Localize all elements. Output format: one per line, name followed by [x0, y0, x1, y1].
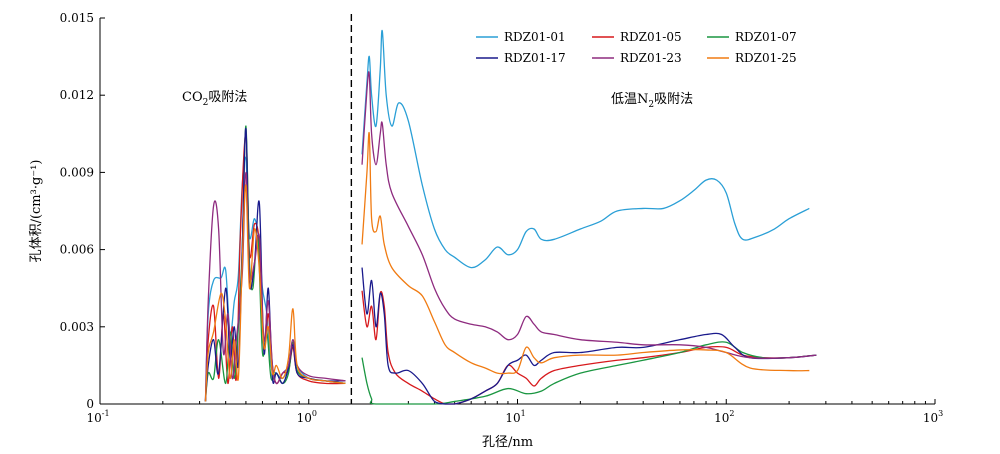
x-tick-label: 10-1	[86, 409, 109, 425]
series-layer	[204, 29, 817, 405]
series-line-rdz01-05-n2	[361, 290, 817, 405]
series-line-rdz01-01-n2	[361, 29, 810, 269]
series-line-rdz01-25-n2	[361, 131, 810, 375]
legend-label-rdz01-05: RDZ01-05	[620, 30, 682, 44]
x-tick-label: 100	[297, 409, 317, 425]
y-tick-label: 0.012	[60, 88, 94, 102]
annotation-co2-method: CO2吸附法	[182, 90, 247, 108]
axes: 0 0.003 0.006 0.009 0.012 0.015 10-1 100 101 102 1…	[29, 11, 943, 450]
series-line-rdz01-25-co2	[204, 184, 346, 402]
x-axis-title: 孔径/nm	[482, 435, 533, 450]
x-tick-label: 102	[714, 409, 734, 425]
y-tick-label: 0.006	[60, 243, 94, 257]
legend-label-rdz01-25: RDZ01-25	[735, 51, 797, 65]
x-tick-label: 103	[923, 409, 943, 425]
legend-label-rdz01-01: RDZ01-01	[504, 30, 566, 44]
series-line-rdz01-05-co2	[204, 133, 346, 402]
series-line-rdz01-17-n2	[361, 267, 817, 405]
annotations: CO2吸附法 低温N2吸附法	[182, 90, 693, 110]
x-tick-label: 101	[505, 409, 525, 425]
legend: RDZ01-01 RDZ01-05 RDZ01-07 RDZ01-17 RDZ01-23…	[476, 30, 797, 65]
legend-label-rdz01-07: RDZ01-07	[735, 30, 797, 44]
series-line-rdz01-07-co2	[204, 125, 346, 402]
annotation-n2-method: 低温N2吸附法	[611, 92, 693, 110]
y-axis-title: 孔体积/(cm³·g⁻¹)	[29, 160, 44, 263]
legend-label-rdz01-23: RDZ01-23	[620, 51, 682, 65]
y-tick-label: 0.009	[60, 165, 94, 179]
legend-label-rdz01-17: RDZ01-17	[504, 51, 566, 65]
y-tick-label: 0	[86, 397, 94, 411]
series-line-rdz01-23-n2	[361, 71, 817, 359]
y-tick-label: 0.015	[60, 11, 94, 25]
series-line-rdz01-23-co2	[204, 171, 346, 402]
y-tick-label: 0.003	[60, 320, 94, 334]
